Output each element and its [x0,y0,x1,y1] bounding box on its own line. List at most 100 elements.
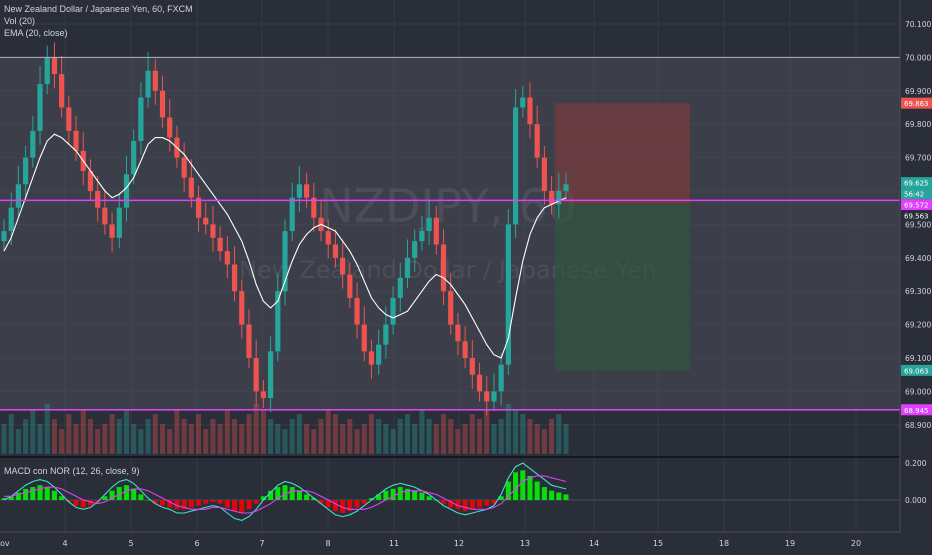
y-tick-label: 69.400 [905,254,931,263]
macd-indicator-label[interactable]: MACD con NOR (12, 26, close, 9) [4,466,140,476]
candle-body [296,184,303,198]
volume-bar [44,404,50,454]
macd-histogram-bar [59,496,65,500]
candle-body [289,197,295,232]
volume-bar [116,419,122,454]
candle-body [66,107,72,131]
candle-body [145,70,151,98]
candle-body [527,97,533,125]
volume-bar [534,424,540,454]
candle-body [505,224,511,365]
candle-body [95,191,101,208]
volume-bar [138,429,144,454]
candle-body [275,291,281,352]
macd-histogram-bar [513,472,519,500]
volume-bar [549,419,555,454]
candle-body [44,57,50,85]
price-label-box [901,199,932,211]
macd-histogram-bar [325,500,331,508]
candle-body [304,184,310,198]
candle-body [224,251,230,265]
candle-body [30,130,36,158]
x-tick-label: 19 [785,539,795,548]
x-tick-label: 4 [62,539,67,548]
candle-body [231,264,238,292]
volume-bar [368,414,374,454]
volume-bar [383,424,389,454]
candle-body [390,297,396,325]
macd-histogram-bar [239,500,245,513]
macd-histogram-bar [145,500,151,501]
candle-body [520,97,526,108]
price-label: 69.863 [904,100,929,108]
macd-histogram-bar [44,487,50,500]
price-label-box [901,177,932,189]
y-tick-label: 70.000 [905,53,931,62]
macd-histogram-bar [318,500,324,504]
candle-body [541,157,547,191]
candle-body [368,351,375,365]
price-label-box [901,97,932,109]
candle-body [498,364,504,392]
volume-bar [325,409,331,454]
volume-bar [260,409,266,454]
volume-bar [8,414,14,454]
volume-bar [167,429,173,454]
candle-body [239,291,245,325]
macd-histogram-bar [260,496,266,500]
price-label-box [901,364,932,376]
macd-histogram-bar [376,494,382,500]
volume-bar [332,414,338,454]
price-label: 69.063 [904,367,929,375]
volume-bar [469,414,475,454]
candle-body [448,291,454,325]
macd-histogram-bar [455,500,461,510]
volume-bar [440,414,447,454]
candle-body [340,257,346,275]
macd-histogram-bar [340,500,346,513]
volume-bar [390,429,396,454]
volume-bar [462,424,468,454]
macd-histogram-bar [232,500,238,512]
candle-body [181,157,187,178]
volume-bar [23,419,29,454]
macd-histogram-bar [361,500,367,504]
macd-histogram-bar [419,492,425,500]
volume-bar [232,419,238,454]
volume-bar [80,409,86,454]
x-tick-label: 12 [454,539,464,548]
candle-body [131,140,137,175]
chart-title[interactable]: New Zealand Dollar / Japanese Yen, 60, F… [4,4,193,14]
price-label: 56:42 [904,191,924,199]
macd-histogram-bar [116,487,122,500]
candle-body [8,207,14,232]
candle-body [397,277,403,298]
macd-histogram-bar [397,487,403,500]
volume-bar [145,419,151,454]
volume-bar [51,419,57,454]
macd-histogram-bar [131,488,137,500]
volume-bar [282,429,288,454]
x-tick-label: 14 [589,539,599,548]
indicator-vol-label[interactable]: Vol (20) [4,16,36,26]
candle-body [167,117,173,138]
volume-bar [491,424,497,454]
macd-histogram-bar [66,500,72,502]
x-tick-label: ov [0,539,10,548]
macd-histogram-bar [462,500,468,512]
candle-body [87,170,94,191]
macd-histogram-bar [332,500,338,512]
macd-histogram-bar [383,490,389,500]
volume-bar [196,414,202,454]
candle-body [123,174,130,208]
y-tick-label: 69.100 [905,354,931,363]
macd-histogram-bar [51,490,57,500]
macd-y-tick-label: 0.200 [905,459,927,468]
macd-histogram-bar [87,500,93,506]
indicator-ema-label[interactable]: EMA (20, close) [4,28,68,38]
macd-histogram-bar [426,496,432,500]
volume-bar [59,429,65,454]
volume-bar [361,424,367,454]
volume-bar [340,424,346,454]
